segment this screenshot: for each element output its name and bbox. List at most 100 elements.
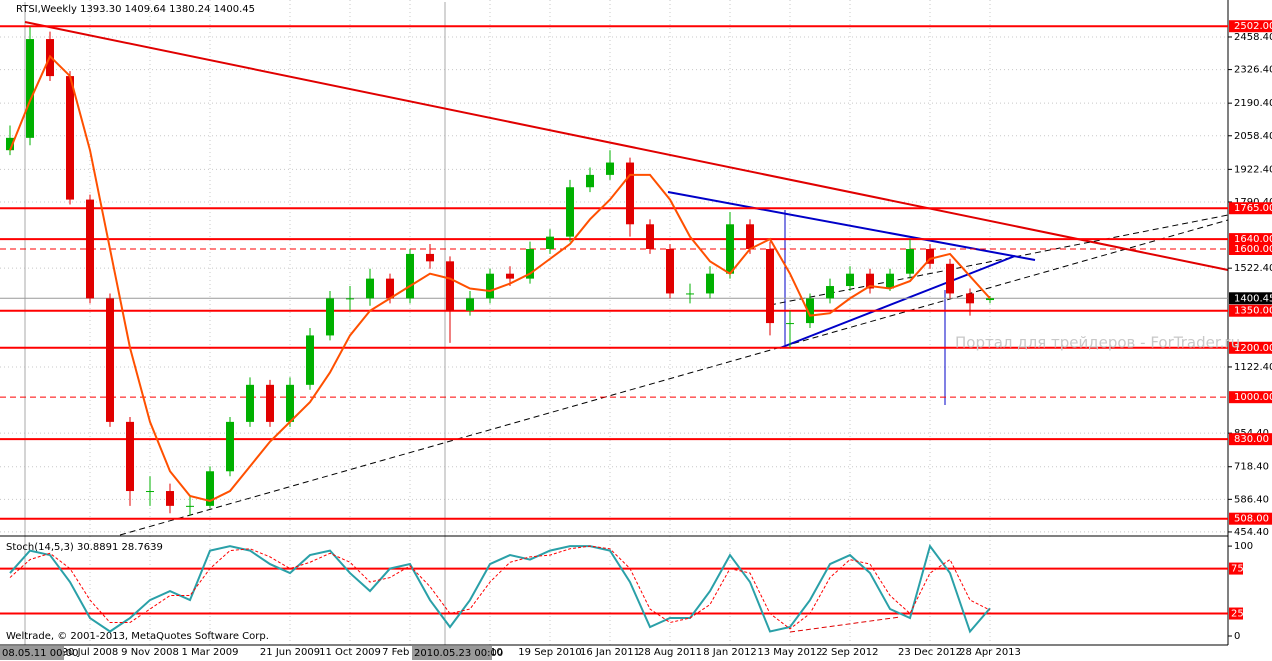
candle-body (386, 278, 394, 299)
stoch-line (9, 545, 991, 630)
candle-body (766, 248, 774, 324)
candle-body (226, 421, 234, 472)
y-tick-label: 718.40 (1234, 462, 1269, 473)
level-label: 1600.00 (1234, 244, 1272, 255)
level-box (1229, 233, 1272, 246)
level-label: 1640.00 (1234, 234, 1272, 245)
drawings (24, 2, 1229, 645)
trend-line (119, 219, 1229, 536)
x-tick-label: 20 Jul 2008 (62, 647, 119, 658)
candle-body (306, 335, 314, 385)
candle-body (726, 224, 734, 274)
level-box (1229, 433, 1272, 446)
candle-body (186, 505, 194, 507)
candle-body (6, 137, 14, 151)
level-box (1229, 202, 1272, 215)
y-tick-label: 2190.40 (1234, 98, 1272, 109)
x-tick-label: 23 Dec 2012 (898, 647, 962, 658)
level-box (1229, 341, 1272, 354)
y-tick-label: 100 (1234, 541, 1253, 552)
watermark: Портал для трейдеров - ForTrader.ru (955, 334, 1240, 352)
candle-body (506, 273, 514, 279)
chart-title: RTSI,Weekly 1393.30 1409.64 1380.24 1400… (16, 4, 255, 15)
candle-body (666, 248, 674, 294)
crosshair-box (0, 646, 64, 660)
x-tick-label: 13 May 2012 (757, 647, 822, 658)
level-box (1229, 607, 1243, 620)
last-price-box (1229, 292, 1272, 305)
candle-body (406, 253, 414, 299)
level-label: 25 (1231, 609, 1244, 620)
candle-body (926, 248, 934, 264)
y-tick-label: 2458.40 (1234, 32, 1272, 43)
candle-body (906, 248, 914, 274)
level-label: 1765.00 (1234, 203, 1272, 214)
candle-body (966, 293, 974, 304)
candle-body (686, 293, 694, 295)
y-tick-label: 454.40 (1234, 527, 1269, 538)
candle-body (886, 273, 894, 289)
candle-body (946, 263, 954, 294)
level-box (1229, 20, 1272, 33)
candle-body (466, 298, 474, 311)
candle-body (546, 236, 554, 249)
candle-body (426, 253, 434, 262)
candle-body (86, 199, 94, 299)
x-tick-label: 28 Apr 2013 (959, 647, 1021, 658)
candle-body (986, 298, 994, 301)
x-tick-label: 28 Aug 2011 (638, 647, 702, 658)
x-tick-label: 7 Feb 2010 (382, 647, 438, 658)
level-label: 1200.00 (1234, 343, 1272, 354)
candle-body (106, 298, 114, 422)
crosshair-label: 2010.05.23 00:00 (414, 648, 503, 659)
x-tick-label: 19 Sep 2010 (518, 647, 581, 658)
trend-line (769, 214, 1229, 306)
crosshair-box (412, 646, 492, 660)
candle-body (706, 273, 714, 294)
divergence-line (789, 616, 901, 633)
y-tick-label: 2326.40 (1234, 65, 1272, 76)
candle-body (326, 298, 334, 336)
candle-body (246, 384, 254, 422)
candle-body (846, 273, 854, 287)
candle-body (586, 174, 594, 188)
candle-body (66, 76, 74, 200)
trend-line (24, 21, 1229, 271)
candle-body (486, 273, 494, 299)
candle-body (126, 421, 134, 492)
level-box (1229, 562, 1243, 575)
y-tick-label: 586.40 (1234, 494, 1269, 505)
y-tick-label: 1122.40 (1234, 362, 1272, 373)
level-label: 830.00 (1234, 434, 1269, 445)
x-tick-label: 21 Jun 2009 (260, 647, 320, 658)
y-tick-label: 1922.40 (1234, 164, 1272, 175)
candle-body (286, 384, 294, 422)
level-label: 1350.00 (1234, 306, 1272, 317)
candle-body (646, 224, 654, 249)
x-tick-label: 1 Mar 2009 (181, 647, 238, 658)
y-tick-label: 0 (1234, 631, 1240, 642)
level-label: 2502.00 (1234, 21, 1272, 32)
candle-body (206, 471, 214, 506)
level-box (1229, 512, 1272, 525)
level-box (1229, 304, 1272, 317)
footer: Weltrade, © 2001-2013, MetaQuotes Softwa… (6, 631, 269, 642)
trend-line (779, 255, 1016, 349)
level-label: 508.00 (1234, 514, 1269, 525)
candle-body (826, 286, 834, 299)
crosshair-label: 08.05.11 00:00 (2, 648, 79, 659)
candle-body (346, 298, 354, 300)
level-box (1229, 242, 1272, 255)
level-label: 75 (1231, 564, 1244, 575)
candle-body (146, 491, 154, 493)
candle-body (266, 384, 274, 422)
candle-body (366, 278, 374, 299)
x-tick-label: 8 Jan 2012 (703, 647, 757, 658)
candle-body (446, 261, 454, 311)
candle-body (526, 248, 534, 279)
candle-body (166, 491, 174, 506)
x-tick-label: 11 Oct 2009 (319, 647, 381, 658)
x-tick-label: 9 Nov 2008 (121, 647, 179, 658)
level-box (1229, 391, 1272, 404)
